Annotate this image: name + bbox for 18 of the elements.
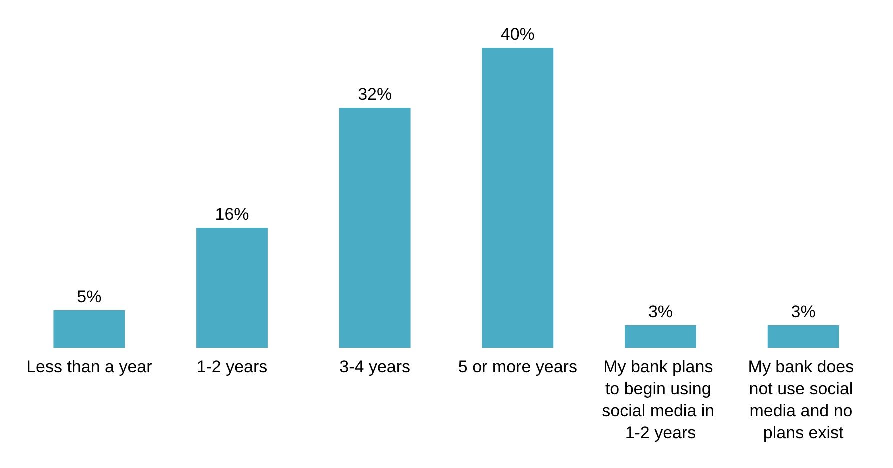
bar [482, 48, 554, 348]
bar [339, 108, 411, 348]
x-tick-label: Less than a year [26, 358, 153, 376]
bar [196, 228, 268, 348]
x-tick-label: My bank does not use social media and no plans exist [748, 358, 859, 442]
x-tick-label: My bank plans to begin using social media in 1-2 years [602, 358, 720, 442]
x-tick-label: 3-4 years [340, 358, 411, 376]
x-tick-label: 1-2 years [196, 358, 268, 376]
bar [54, 310, 126, 348]
x-tick-label: 5 or more years [458, 358, 578, 376]
data-label: 32% [358, 85, 392, 104]
data-label: 40% [500, 25, 535, 44]
data-label: 16% [215, 205, 250, 224]
data-label: 3% [791, 302, 816, 322]
data-label: 5% [77, 288, 102, 306]
bar [625, 326, 696, 348]
data-label: 3% [648, 302, 674, 322]
bar [768, 326, 840, 348]
